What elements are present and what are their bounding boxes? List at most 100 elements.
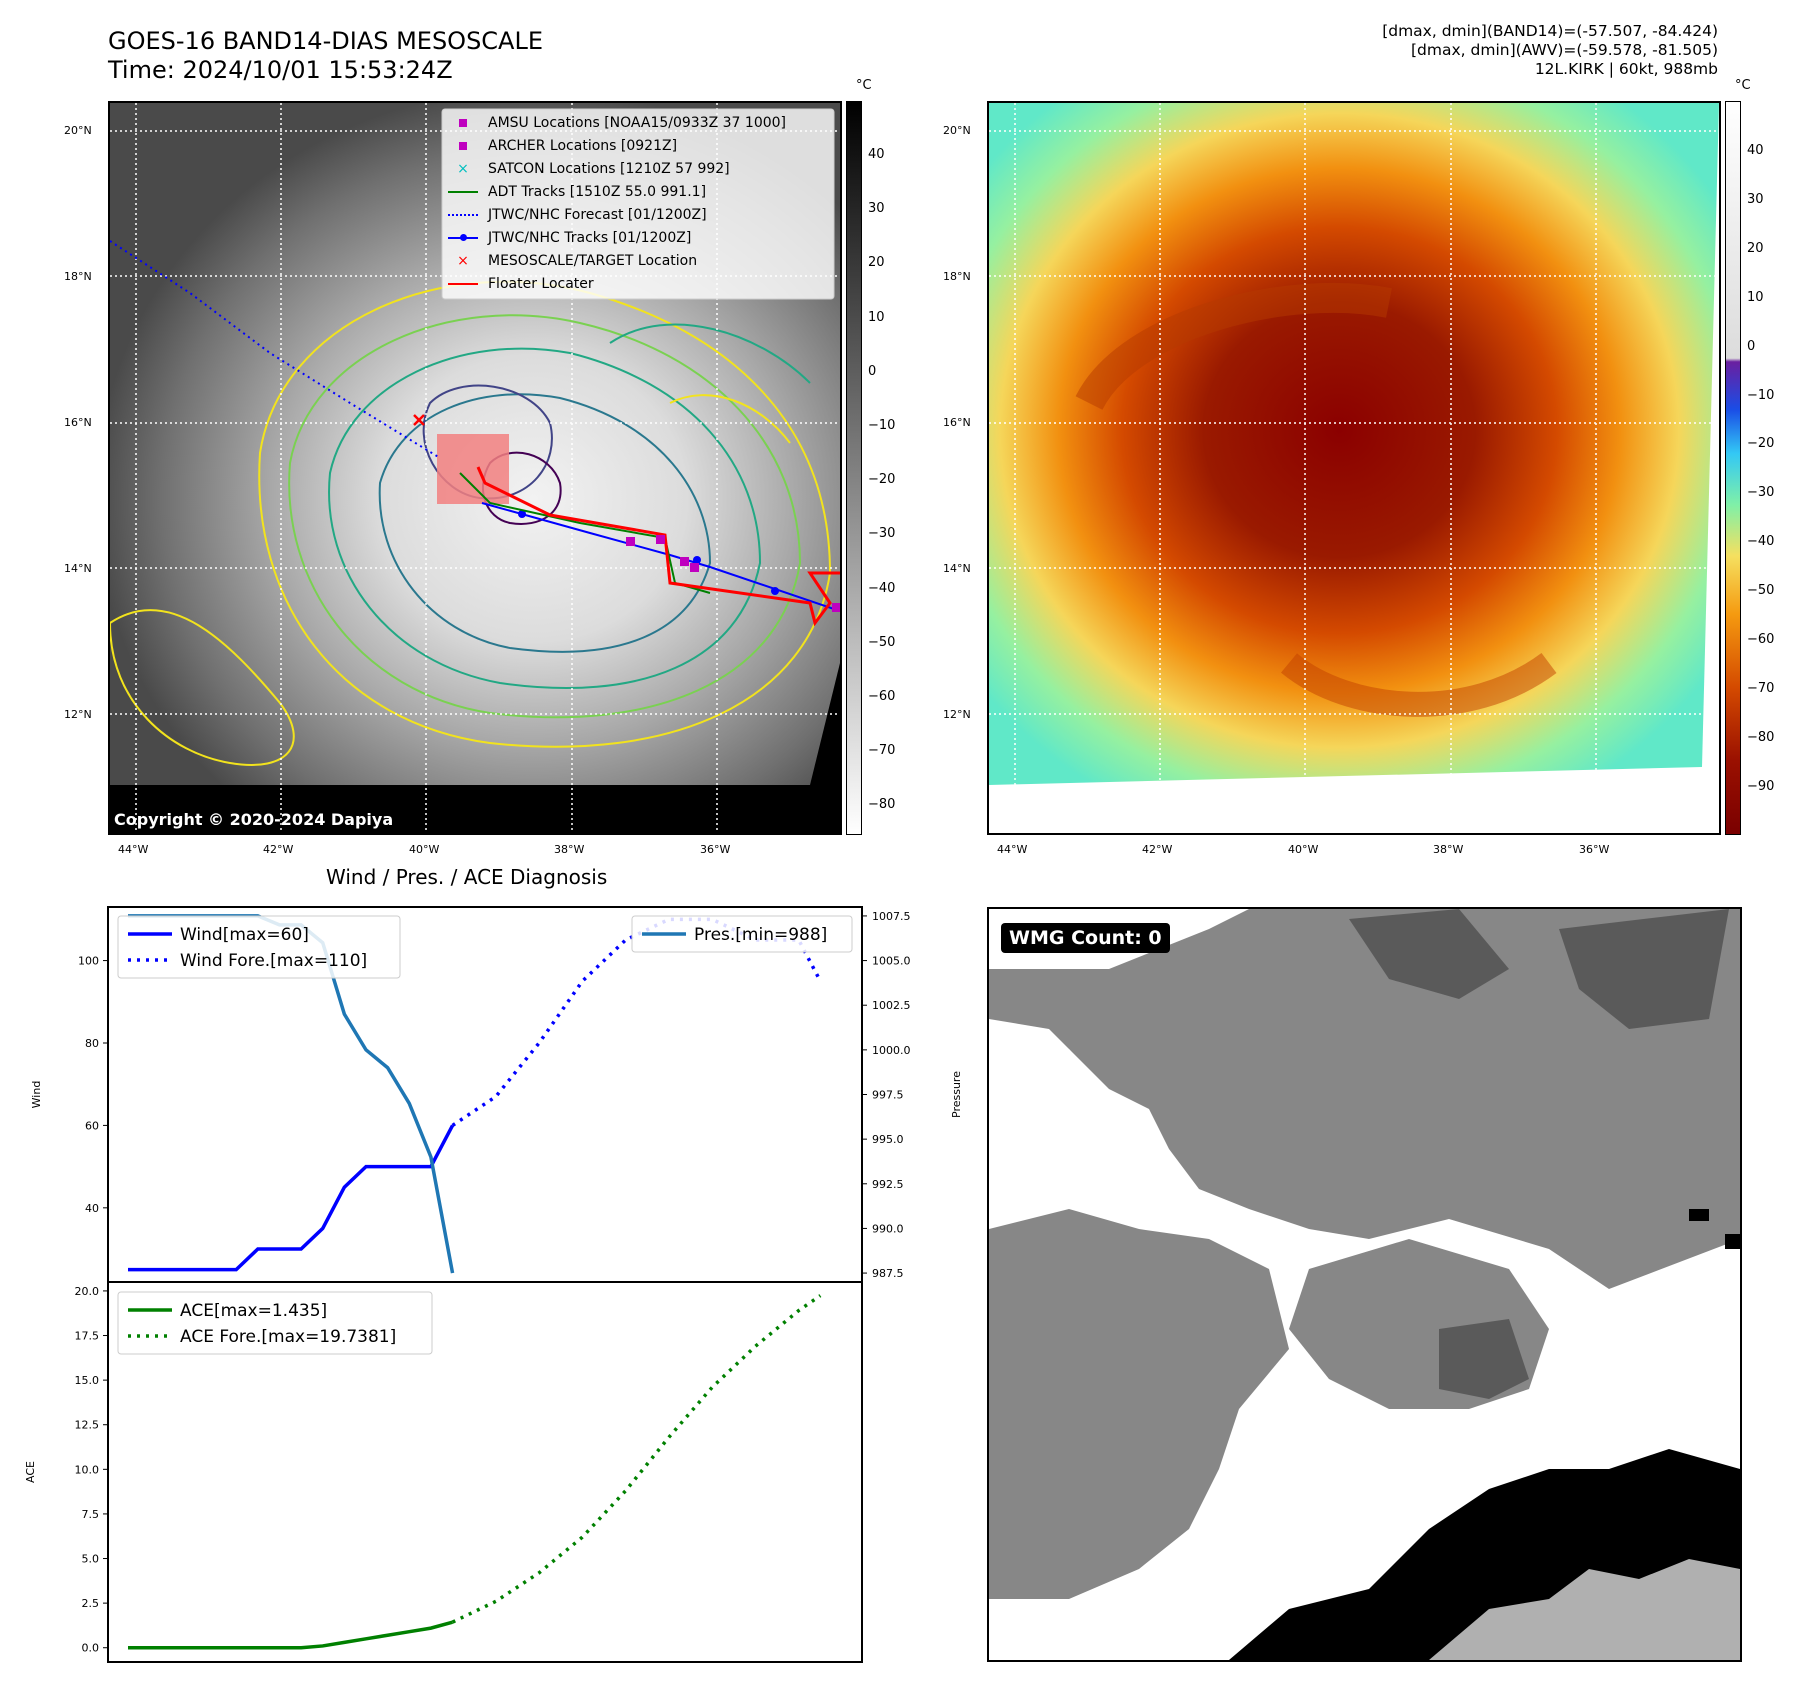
legend-swatch (446, 230, 480, 246)
info-line-2: [dmax, dmin](AWV)=(-59.578, -81.505) (1411, 41, 1718, 59)
pressure-axis-label: Pressure (950, 1071, 963, 1118)
wind-ytick-label: 60 (85, 1119, 99, 1132)
info-line-3: 12L.KIRK | 60kt, 988mb (1534, 60, 1718, 78)
band14-colorbar (846, 101, 862, 835)
colorbar-tick: −50 (1747, 583, 1775, 599)
map-legend-entry: ARCHER Locations [0921Z] (446, 134, 786, 157)
colorbar-tick: −20 (1747, 436, 1775, 452)
lat-label: 18°N (943, 270, 971, 283)
colorbar-tick: −80 (868, 797, 896, 813)
legend-swatch (446, 115, 480, 131)
ace-axes-frame (107, 1281, 863, 1663)
pressure-ytick-label: 995.0 (872, 1133, 904, 1146)
colorbar-tick: −30 (1747, 485, 1775, 501)
lat-label: 18°N (64, 270, 92, 283)
lat-label: 12°N (943, 708, 971, 721)
colorbar-tick: −30 (868, 526, 896, 542)
ace-ytick-label: 5.0 (82, 1553, 100, 1566)
colorbar-tick: −90 (1747, 778, 1775, 794)
info-line-1: [dmax, dmin](BAND14)=(-57.507, -84.424) (1382, 22, 1718, 40)
lon-label: 42°W (263, 843, 294, 856)
colorbar-tick: −20 (868, 472, 896, 488)
lat-label: 16°N (943, 416, 971, 429)
legend-label: JTWC/NHC Forecast [01/1200Z] (488, 206, 707, 223)
wind-legend-label: Wind[max=60] (180, 925, 309, 945)
ace-ytick-label: 0.0 (82, 1642, 100, 1655)
map-legend: AMSU Locations [NOAA15/0933Z 37 1000] ARC… (446, 111, 786, 295)
ace-legend-label: ACE[max=1.435] (180, 1301, 327, 1321)
lon-label: 44°W (118, 843, 149, 856)
legend-swatch (446, 276, 480, 292)
awv-map-image (989, 103, 1719, 833)
awv-colorbar (1725, 101, 1741, 835)
left-colorbar-unit: °C (856, 78, 872, 93)
legend-label: SATCON Locations [1210Z 57 992] (488, 160, 730, 177)
colorbar-tick: −70 (1747, 680, 1775, 696)
colorbar-tick: −40 (1747, 534, 1775, 550)
legend-label: ARCHER Locations [0921Z] (488, 137, 678, 154)
lon-label: 40°W (1288, 843, 1319, 856)
ace-legend-box (117, 1291, 433, 1355)
lat-label: 12°N (64, 708, 92, 721)
copyright-text: Copyright © 2020-2024 Dapiya (114, 810, 394, 829)
map-legend-entry: JTWC/NHC Tracks [01/1200Z] (446, 226, 786, 249)
lat-label: 14°N (64, 562, 92, 575)
colorbar-tick: 10 (868, 309, 885, 325)
legend-swatch: × (457, 160, 469, 177)
legend-label: ADT Tracks [1510Z 55.0 991.1] (488, 183, 707, 200)
legend-swatch (446, 207, 480, 223)
pressure-ytick-label: 992.5 (872, 1178, 904, 1191)
ace-forecast-line (451, 1294, 822, 1624)
right-colorbar-unit: °C (1735, 78, 1751, 93)
map-legend-entry: Floater Locater (446, 272, 786, 295)
ace-ytick-label: 7.5 (82, 1508, 100, 1521)
lat-label: 14°N (943, 562, 971, 575)
colorbar-tick: −60 (868, 689, 896, 704)
colorbar-tick: −50 (868, 634, 896, 650)
ace-ytick-label: 17.5 (75, 1330, 100, 1343)
lat-label: 20°N (943, 124, 971, 137)
legend-swatch (446, 138, 480, 154)
lon-label: 40°W (409, 843, 440, 856)
map-legend-entry: × SATCON Locations [1210Z 57 992] (446, 157, 786, 180)
wind-ytick-label: 40 (85, 1202, 99, 1215)
wmg-panel: WMG Count: 0 (987, 907, 1742, 1662)
lon-label: 38°W (1433, 843, 1464, 856)
wind-line (128, 1124, 455, 1272)
awv-map-panel (987, 101, 1721, 835)
colorbar-tick: 40 (1747, 143, 1764, 158)
ace-ytick-label: 12.5 (75, 1419, 100, 1432)
info-text: [dmax, dmin](BAND14)=(-57.507, -84.424) … (1382, 22, 1718, 79)
band14-map-panel: AMSU Locations [NOAA15/0933Z 37 1000] ARC… (108, 101, 842, 835)
pressure-ytick-label: 987.5 (872, 1267, 904, 1280)
pressure-ytick-label: 1007.5 (872, 910, 911, 923)
colorbar-tick: −60 (1747, 632, 1775, 647)
legend-swatch (446, 184, 480, 200)
legend-label: MESOSCALE/TARGET Location (488, 252, 698, 269)
wmg-count-badge: WMG Count: 0 (1001, 923, 1170, 953)
map-legend-entry: × MESOSCALE/TARGET Location (446, 249, 786, 272)
ace-ytick-label: 10.0 (75, 1463, 100, 1476)
pressure-ytick-label: 997.5 (872, 1089, 904, 1102)
title-line-2: Time: 2024/10/01 15:53:24Z (108, 56, 453, 84)
colorbar-tick: 0 (868, 363, 877, 379)
wind-legend-label: Wind Fore.[max=110] (180, 951, 367, 971)
pressure-legend-label: Pres.[min=988] (694, 925, 827, 945)
ace-ytick-label: 15.0 (75, 1374, 100, 1387)
ace-legend-label: ACE Fore.[max=19.7381] (180, 1327, 396, 1347)
colorbar-tick: −80 (1747, 729, 1775, 745)
legend-label: AMSU Locations [NOAA15/0933Z 37 1000] (488, 114, 787, 131)
colorbar-tick: −70 (868, 743, 896, 759)
map-legend-entry: JTWC/NHC Forecast [01/1200Z] (446, 203, 786, 226)
ace-axis-label: ACE (24, 1461, 37, 1483)
lat-label: 20°N (64, 124, 92, 137)
colorbar-tick: 20 (1747, 240, 1764, 256)
lon-label: 38°W (554, 843, 585, 856)
ace-ytick-label: 20.0 (75, 1285, 100, 1298)
lat-label: 16°N (64, 416, 92, 429)
map-legend-entry: ADT Tracks [1510Z 55.0 991.1] (446, 180, 786, 203)
legend-swatch: × (457, 252, 469, 269)
map-legend-entry: AMSU Locations [NOAA15/0933Z 37 1000] (446, 111, 786, 134)
colorbar-tick: −10 (1747, 387, 1775, 403)
lon-label: 36°W (1579, 843, 1610, 856)
